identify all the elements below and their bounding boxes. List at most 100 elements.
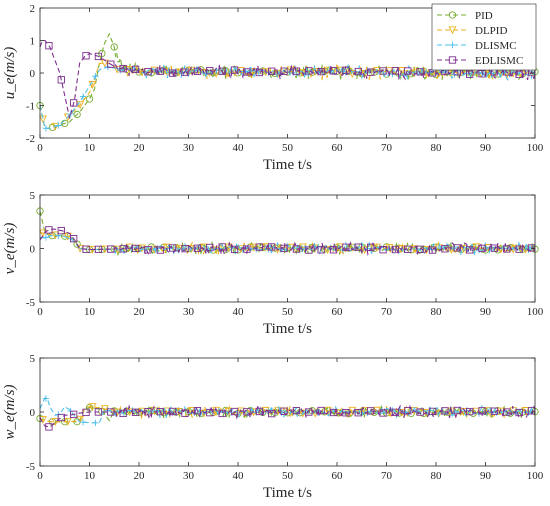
plot-1-series [36,32,539,132]
point-edlismc [329,67,338,75]
point-dlpid [397,67,406,75]
plot-2-yticks: -5 0 5 [26,190,535,309]
ytick-label: 5 [30,190,36,202]
point-edlismc [45,423,53,431]
point-edlismc [107,408,115,416]
xtick-label: 40 [233,470,245,482]
plot-1-xticks: 0 10 20 30 40 50 60 70 80 90 100 [37,8,544,154]
xtick-label: 70 [381,470,393,482]
point-edlismc [131,244,140,253]
plot-3-series [36,395,539,431]
point-dlpid [496,407,505,416]
point-dlismc [92,73,99,80]
xtick-label: 50 [282,470,294,482]
point-edlismc [466,246,474,254]
point-edlismc [391,408,400,417]
point-edlismc [404,407,412,415]
legend-entry-dlpid: DLPID [437,25,507,37]
point-dlpid [435,409,443,418]
point-edlismc [218,243,226,251]
point-edlismc [428,407,437,416]
point-edlismc [441,245,449,253]
plot-3: 0 10 20 30 40 50 60 70 80 90 100 -505 Time t/s w_e… [2,353,544,501]
point-edlismc [354,243,362,251]
point-edlismc [181,68,189,76]
point-edlismc [268,409,276,418]
point-edlismc [181,244,189,253]
series-edlismc-p1 [39,39,536,119]
point-dlpid [373,406,382,415]
point-edlismc [329,408,338,417]
xtick-label: 50 [282,306,294,318]
xtick-label: 30 [183,142,195,154]
xtick-label: 40 [233,306,245,318]
point-dlpid [187,407,196,416]
xtick-label: 80 [431,470,443,482]
ytick-label: -5 [26,461,36,473]
point-edlismc [280,67,288,75]
point-edlismc [503,245,511,253]
plot-1-ylabel: u_e(m/s) [2,47,18,100]
xtick-label: 10 [84,306,96,318]
ytick-label: 5 [30,353,36,365]
point-dlpid [51,418,60,426]
point-edlismc [82,408,90,417]
legend-marker-pid [448,11,457,19]
point-dlpid [360,407,369,416]
point-dlismc [79,418,87,426]
point-dlpid [76,415,85,424]
point-edlismc [280,244,288,253]
point-edlismc [243,68,251,76]
point-edlismc [144,408,152,416]
point-dlpid [298,409,307,418]
legend-entry-dlismc: DLISMC [437,40,517,52]
point-edlismc [57,76,65,84]
point-dlpid [348,243,357,252]
point-edlismc [329,246,338,254]
point-edlismc [70,99,78,107]
point-edlismc [206,243,214,252]
point-edlismc [243,408,251,416]
point-dlpid [323,246,332,255]
point-edlismc [57,413,65,422]
point-edlismc [230,245,239,254]
legend-marker-dlismc [449,41,456,49]
point-edlismc [305,408,313,416]
point-dlpid [100,405,109,414]
xtick-label: 100 [527,470,544,482]
point-edlismc [230,407,239,416]
point-edlismc [255,407,263,416]
point-edlismc [94,408,103,416]
point-edlismc [404,67,412,75]
point-edlismc [490,407,499,415]
point-edlismc [404,245,412,253]
point-edlismc [243,245,251,253]
ytick-label: 2 [30,3,36,15]
point-dlpid [472,243,481,252]
point-edlismc [131,65,140,73]
point-edlismc [367,68,375,76]
point-edlismc [317,406,325,415]
point-edlismc [268,243,276,251]
xtick-label: 80 [431,142,443,154]
point-edlismc [94,245,103,254]
point-dlpid [323,406,332,415]
point-edlismc [292,407,301,415]
ytick-label: -2 [26,133,35,145]
point-dlpid [187,245,196,253]
point-edlismc [144,246,152,254]
point-edlismc [82,52,90,60]
point-edlismc [255,68,263,77]
point-edlismc [45,42,53,50]
point-edlismc [342,243,350,251]
point-dlpid [385,244,394,252]
legend-entry-edlismc: EDLISMC [437,55,523,67]
point-edlismc [379,67,387,75]
xtick-label: 30 [183,306,195,318]
point-dlismc [79,93,87,100]
point-edlismc [342,66,350,75]
point-edlismc [453,244,461,252]
point-edlismc [144,68,152,76]
series-edlismc-p3 [39,404,536,431]
point-edlismc [478,407,486,415]
